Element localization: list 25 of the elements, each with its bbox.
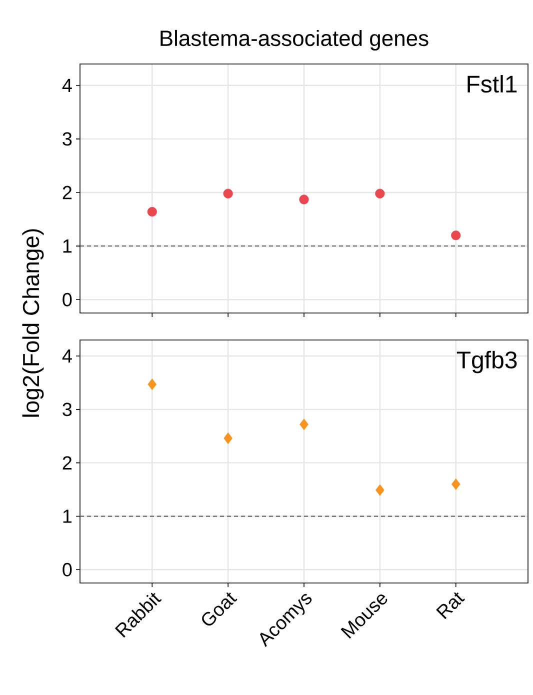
y-tick-label: 0: [62, 292, 72, 306]
y-tick-label: 1: [63, 510, 72, 523]
y-tick-label: 2: [62, 186, 72, 200]
y-tick-label: 3: [62, 402, 72, 416]
x-tick-label: Rat: [436, 592, 465, 620]
point: [148, 378, 157, 390]
point: [300, 418, 308, 430]
y-tick-label: 1: [63, 240, 72, 253]
y-tick-label: 3: [62, 132, 72, 146]
point: [299, 194, 309, 204]
point: [451, 478, 460, 490]
annotation: Fstl1: [468, 74, 517, 93]
chart-title: Blastema-associated genes: [160, 30, 428, 50]
point: [375, 188, 385, 198]
y-tick-label: 4: [62, 349, 72, 363]
y-tick-label: 2: [62, 456, 72, 470]
y-tick-label: 4: [62, 78, 72, 92]
point: [224, 432, 232, 444]
point: [451, 230, 461, 240]
point: [376, 484, 384, 496]
point: [147, 206, 157, 217]
y-tick-label: 0: [62, 562, 72, 576]
annotation: Tgfb3: [456, 350, 517, 374]
point: [223, 188, 233, 198]
y-axis-title: log2(Fold Change): [22, 229, 44, 417]
